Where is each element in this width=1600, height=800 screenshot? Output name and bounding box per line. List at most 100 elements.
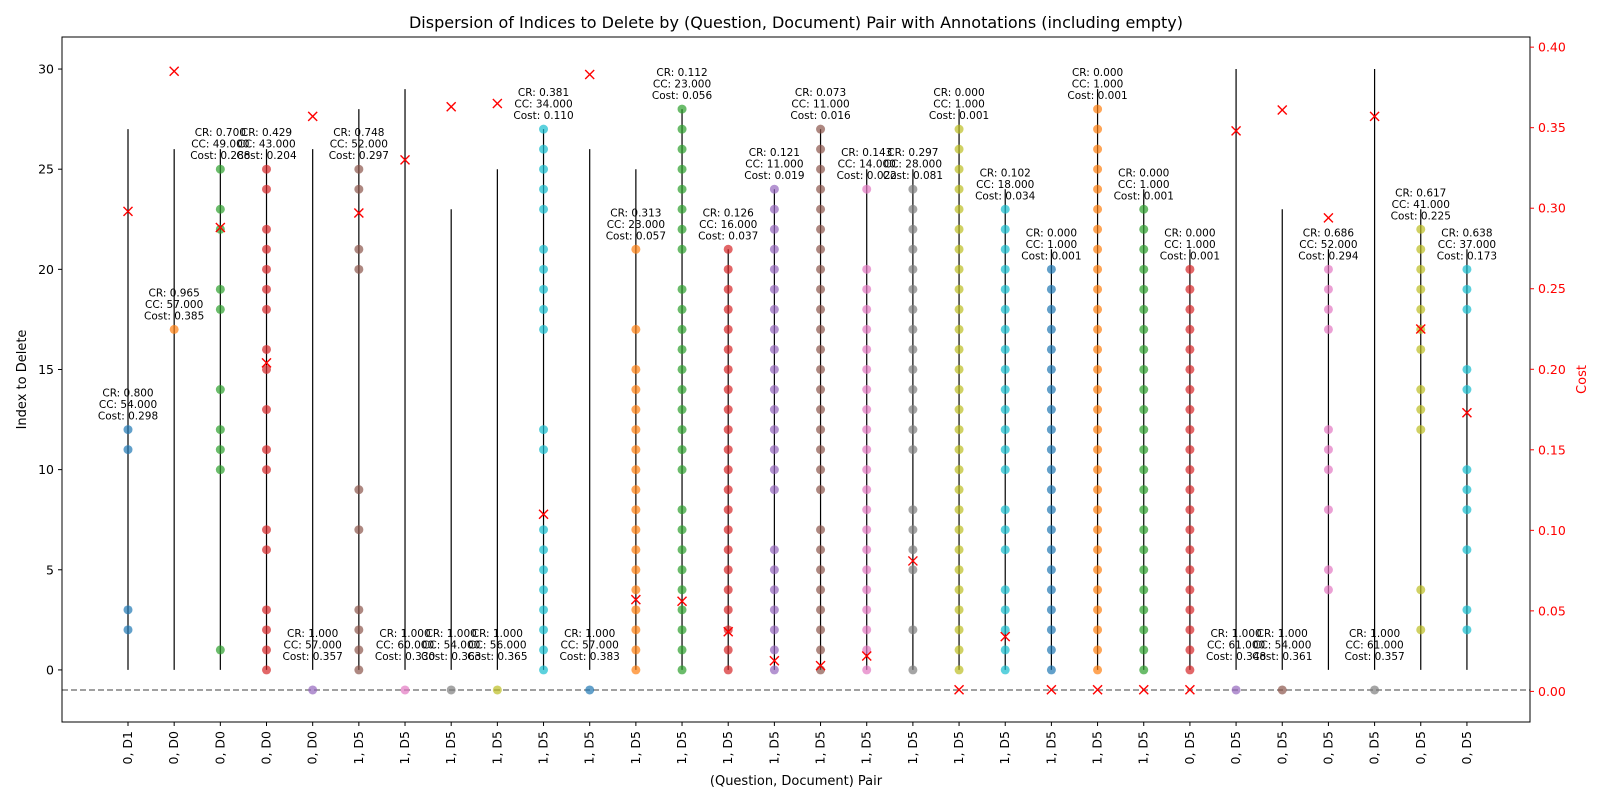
data-point [908,525,918,535]
data-point [862,465,872,475]
empty-marker [585,685,595,695]
annotation-text: CC: 28.000 [884,159,942,171]
cost-marker [307,111,318,122]
data-point [954,445,964,455]
data-point [1000,425,1010,435]
data-point [1416,425,1426,435]
data-point [769,304,779,314]
data-point [215,645,225,655]
data-point [1416,625,1426,635]
data-point [539,124,549,134]
cost-marker [907,555,918,566]
data-point [262,465,272,475]
data-point [262,224,272,234]
data-point [1185,324,1195,334]
x-tick-label: 1, D5 [351,731,366,764]
data-point [1139,385,1149,395]
data-point [816,324,826,334]
data-point [1139,505,1149,515]
data-point [1000,645,1010,655]
data-point [677,585,687,595]
x-tick-label: 0, D5 [1320,731,1335,764]
y-tick-label: 15 [38,362,54,377]
data-point [539,244,549,254]
data-point [723,485,733,495]
data-point [1000,324,1010,334]
annotation-text: CR: 0.121 [749,147,800,159]
y-tick-label: 30 [38,62,54,77]
data-point [1046,585,1056,595]
data-point [1185,465,1195,475]
data-point [1000,465,1010,475]
data-point [1093,525,1103,535]
y2-tick-label: 0.20 [1538,362,1566,377]
data-point [677,204,687,214]
data-point [262,405,272,415]
data-point [862,525,872,535]
annotation-text: CC: 1.000 [1026,239,1078,251]
data-point [769,605,779,615]
data-point [677,184,687,194]
data-point [908,264,918,274]
y-axis-label: Index to Delete [15,330,30,430]
data-point [1000,204,1010,214]
x-tick-label: 1, D5 [997,731,1012,764]
data-point [1185,264,1195,274]
data-point [1323,284,1333,294]
data-point [1139,625,1149,635]
data-point [1093,324,1103,334]
cost-markers-layer [123,66,1472,695]
data-point [954,585,964,595]
data-point [1416,385,1426,395]
annotation-text: Cost: 0.016 [790,110,851,122]
data-point [1185,425,1195,435]
y2-tick-label: 0.35 [1538,120,1566,135]
data-point [816,585,826,595]
data-point [677,164,687,174]
data-point [677,144,687,154]
data-point [631,565,641,575]
data-point [954,264,964,274]
data-point [908,304,918,314]
data-point [677,425,687,435]
data-point [262,665,272,675]
x-tick-label: 0, D5 [1274,731,1289,764]
data-point [677,304,687,314]
data-point [769,465,779,475]
data-point [908,324,918,334]
data-point [1416,344,1426,354]
x-tick-label: 1, D5 [766,731,781,764]
data-point [954,244,964,254]
data-point [1000,344,1010,354]
x-tick-label: 1, D5 [397,731,412,764]
annotation-text: CR: 0.297 [887,147,938,159]
annotation-text: CR: 0.617 [1395,187,1446,199]
data-point [816,304,826,314]
annotation-text: CR: 0.143 [841,147,892,159]
data-point [1462,304,1472,314]
data-point [954,505,964,515]
y2-tick-label: 0.05 [1538,603,1566,618]
data-point [816,545,826,555]
data-point [123,605,133,615]
data-point [816,204,826,214]
data-point [954,344,964,354]
data-point [862,364,872,374]
empty-marker [1370,685,1380,695]
data-point [677,445,687,455]
data-point [1046,344,1056,354]
data-point [816,144,826,154]
data-point [816,465,826,475]
data-point [769,385,779,395]
data-point [123,625,133,635]
data-point [862,625,872,635]
data-point [677,645,687,655]
cost-marker [215,222,226,233]
data-point [1185,344,1195,354]
data-point [954,405,964,415]
data-point [631,665,641,675]
data-point [769,264,779,274]
data-point [1185,525,1195,535]
data-point [539,605,549,615]
